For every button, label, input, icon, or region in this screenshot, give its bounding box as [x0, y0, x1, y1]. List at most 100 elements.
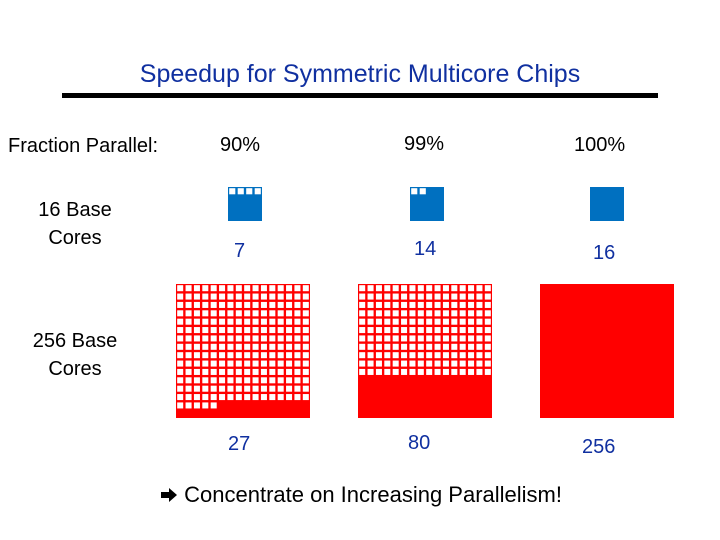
idle-core-cell [476, 327, 483, 334]
idle-core-cell [442, 352, 449, 359]
idle-core-cell [409, 318, 416, 325]
idle-core-cell [244, 368, 251, 375]
idle-core-cell [177, 327, 184, 334]
idle-core-cell [294, 343, 301, 350]
idle-core-cell [277, 360, 284, 367]
idle-core-cell [185, 377, 192, 384]
idle-core-cell [260, 385, 267, 392]
idle-core-cell [260, 318, 267, 325]
idle-core-cell [229, 188, 236, 195]
idle-core-cell [269, 394, 276, 401]
idle-core-cell [401, 310, 408, 317]
idle-core-cell [202, 285, 209, 292]
base16-label-line2: Cores [48, 227, 102, 249]
idle-core-cell [227, 318, 234, 325]
idle-core-cell [202, 301, 209, 308]
idle-core-cell [384, 352, 391, 359]
idle-core-cell [484, 352, 491, 359]
idle-core-cell [193, 293, 200, 300]
idle-core-cell [269, 285, 276, 292]
idle-core-cell [286, 310, 293, 317]
idle-core-cell [254, 188, 261, 195]
idle-core-cell [375, 352, 382, 359]
idle-core-cell [442, 343, 449, 350]
idle-core-cell [294, 301, 301, 308]
idle-core-cell [367, 343, 374, 350]
idle-core-cell [442, 335, 449, 342]
idle-core-cell [294, 368, 301, 375]
core-grid-16-100 [590, 187, 624, 221]
idle-core-cell [286, 385, 293, 392]
idle-core-cell [193, 301, 200, 308]
idle-core-cell [286, 301, 293, 308]
idle-core-cell [468, 318, 475, 325]
fraction-90-label: 90% [220, 134, 261, 156]
idle-core-cell [244, 285, 251, 292]
idle-core-cell [219, 377, 226, 384]
idle-core-cell [252, 335, 259, 342]
idle-core-cell [185, 352, 192, 359]
idle-core-cell [210, 368, 217, 375]
fraction-99-label: 99% [404, 133, 445, 155]
idle-core-cell [252, 368, 259, 375]
idle-core-cell [384, 285, 391, 292]
idle-core-cell [375, 360, 382, 367]
idle-core-cell [235, 385, 242, 392]
idle-core-cell [244, 310, 251, 317]
idle-core-cell [202, 343, 209, 350]
idle-core-cell [434, 352, 441, 359]
idle-core-cell [286, 360, 293, 367]
idle-core-cell [269, 352, 276, 359]
idle-core-cell [177, 360, 184, 367]
idle-core-cell [219, 318, 226, 325]
idle-core-cell [252, 343, 259, 350]
idle-core-cell [286, 377, 293, 384]
idle-core-cell [484, 310, 491, 317]
base16-label-line1: 16 Base [38, 199, 112, 221]
idle-core-cell [210, 377, 217, 384]
idle-core-cell [244, 385, 251, 392]
idle-core-cell [451, 310, 458, 317]
idle-core-cell [484, 360, 491, 367]
right-arrow-icon [161, 488, 177, 502]
core-grid-16-90 [228, 187, 262, 221]
idle-core-cell [252, 385, 259, 392]
idle-core-cell [359, 352, 366, 359]
idle-core-cell [417, 285, 424, 292]
idle-core-cell [434, 301, 441, 308]
idle-core-cell [302, 318, 309, 325]
idle-core-cell [434, 335, 441, 342]
idle-core-cell [401, 327, 408, 334]
slide-title: Speedup for Symmetric Multicore Chips [139, 60, 581, 88]
idle-core-cell [260, 335, 267, 342]
idle-core-cell [468, 368, 475, 375]
idle-core-cell [277, 377, 284, 384]
idle-core-cell [375, 335, 382, 342]
idle-core-cell [193, 327, 200, 334]
idle-core-cell [210, 385, 217, 392]
idle-core-cell [269, 301, 276, 308]
idle-core-cell [246, 188, 253, 195]
idle-core-cell [468, 352, 475, 359]
idle-core-cell [302, 343, 309, 350]
idle-core-cell [177, 285, 184, 292]
idle-core-cell [177, 293, 184, 300]
idle-core-cell [384, 360, 391, 367]
idle-core-cell [294, 360, 301, 367]
idle-core-cell [294, 385, 301, 392]
idle-core-cell [417, 335, 424, 342]
idle-core-cell [277, 285, 284, 292]
idle-core-cell [451, 318, 458, 325]
idle-core-cell [286, 352, 293, 359]
idle-core-cell [451, 368, 458, 375]
idle-core-cell [260, 293, 267, 300]
idle-core-cell [409, 343, 416, 350]
idle-core-cell [244, 335, 251, 342]
idle-core-cell [476, 352, 483, 359]
idle-core-cell [459, 360, 466, 367]
idle-core-cell [294, 352, 301, 359]
idle-core-cell [302, 385, 309, 392]
idle-core-cell [193, 394, 200, 401]
core-grid-256-90 [176, 284, 310, 418]
idle-core-cell [202, 377, 209, 384]
